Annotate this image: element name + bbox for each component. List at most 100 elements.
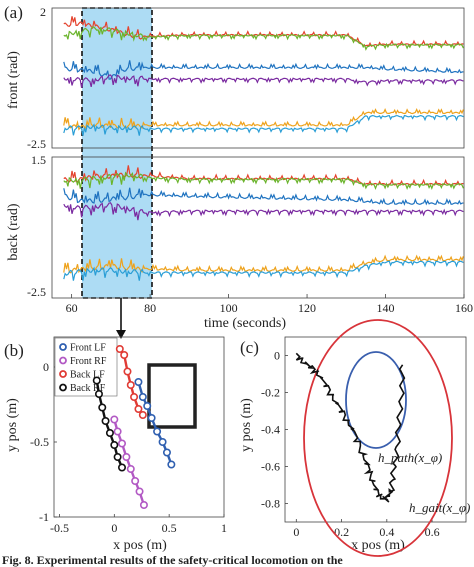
cyan-trace bbox=[63, 114, 464, 136]
front-axes-frame bbox=[51, 7, 465, 149]
footstep-point bbox=[120, 350, 129, 359]
footstep-point bbox=[115, 344, 124, 353]
back-axes-frame bbox=[51, 156, 465, 299]
footstep-point bbox=[101, 416, 110, 425]
panel-b-label: (b) bbox=[4, 341, 24, 360]
footstep-point bbox=[162, 448, 171, 457]
panel-b-xtick-label: -0.5 bbox=[50, 521, 69, 535]
zoom-arrow-head bbox=[116, 330, 126, 339]
footstep-point bbox=[134, 404, 143, 413]
legend: Front LF Front RF Back LF Back RF bbox=[54, 337, 118, 397]
panel-b-xtick-label: 0.5 bbox=[162, 521, 177, 535]
front-ymin-tick: -2.5 bbox=[27, 137, 46, 151]
highlight-region bbox=[82, 8, 152, 298]
panel-c-ytick-label: 0 bbox=[274, 349, 280, 363]
time-axis-label: time (seconds) bbox=[204, 316, 286, 331]
time-tick-label: 160 bbox=[455, 301, 473, 315]
panel-b-axes-frame bbox=[53, 336, 225, 518]
purple-trace bbox=[63, 202, 464, 221]
panel-a: (a) 2 -2.5 front (rad) 1.5 -2.5 back (ra… bbox=[4, 3, 473, 339]
footstep-point bbox=[94, 389, 103, 398]
panel-b-xtick-label: 1 bbox=[221, 521, 227, 535]
panel-b-xlabel: x pos (m) bbox=[113, 538, 167, 553]
legend-label: Front LF bbox=[70, 343, 106, 354]
footstep-point bbox=[105, 428, 114, 437]
legend-marker bbox=[59, 383, 67, 392]
panel-c-xlabel: x pos (m) bbox=[351, 538, 405, 553]
panel-b-ytick-label: -1 bbox=[39, 510, 49, 524]
back-traces bbox=[63, 165, 464, 281]
panel-c: (c) 0 0.2 0.4 0.6 0 -0.2 -0.4 -0.6 -0.8 x pos (m… bbox=[239, 319, 470, 557]
front-traces bbox=[63, 16, 464, 136]
panel-c-xtick-label: 0.2 bbox=[334, 525, 349, 539]
cyan-trace bbox=[63, 260, 464, 281]
footstep-point bbox=[118, 439, 127, 448]
footstep-point bbox=[113, 427, 122, 436]
footstep-point bbox=[134, 377, 143, 386]
panel-b-ticks: -0.5 0 0.5 10-0.5-1 bbox=[30, 360, 227, 535]
footstep-point bbox=[167, 460, 176, 469]
footstep-point bbox=[131, 476, 140, 485]
panel-a-label: (a) bbox=[4, 3, 23, 22]
footstep-point bbox=[138, 410, 147, 419]
gait-barrier-label: h_gait(x_φ) bbox=[409, 500, 470, 515]
legend-label: Back RF bbox=[70, 383, 106, 394]
time-tick-label: 60 bbox=[66, 301, 78, 315]
footstep-point bbox=[147, 413, 156, 422]
panel-c-ticks: 0 0.2 0.4 0.6 0 -0.2 -0.4 -0.6 -0.8 bbox=[261, 349, 440, 540]
panel-b-xtick-label: 0 bbox=[111, 521, 117, 535]
obstacle-rectangle bbox=[147, 363, 197, 429]
back-ylabel: back (rad) bbox=[6, 203, 21, 260]
panel-b-ytick-label: 0 bbox=[43, 360, 49, 374]
time-tick-label: 140 bbox=[377, 301, 395, 315]
path-safety-ellipse bbox=[345, 351, 407, 449]
footstep-point bbox=[158, 437, 167, 446]
panel-c-xtick-label: 0.4 bbox=[379, 525, 394, 539]
panel-c-ytick-label: -0.4 bbox=[261, 423, 280, 437]
blue-trace bbox=[63, 60, 464, 80]
blue-trace bbox=[63, 187, 464, 206]
legend-marker bbox=[59, 343, 67, 351]
green-trace bbox=[63, 26, 464, 51]
footstep-point bbox=[122, 452, 131, 461]
footstep-point bbox=[110, 440, 119, 449]
panel-c-ytick-label: -0.2 bbox=[261, 386, 280, 400]
front-ylabel: front (rad) bbox=[6, 51, 21, 109]
figure-caption: Fig. 8. Experimental results of the safe… bbox=[2, 553, 343, 567]
back-ymax-tick: 1.5 bbox=[31, 153, 46, 167]
panel-b: (b) -0.5 0 0.5 10-0.5-1 x pos (m) y pos (m)… bbox=[4, 336, 227, 553]
legend-label: Back LF bbox=[70, 370, 105, 381]
time-axis-ticks: 60 80 100 120 140 160 bbox=[66, 294, 473, 315]
footstep-point bbox=[118, 463, 127, 472]
panel-c-ylabel: y pos (m) bbox=[239, 398, 254, 452]
com-trajectory bbox=[295, 352, 406, 503]
front-ymax-tick: 2 bbox=[40, 5, 46, 19]
footstep-series bbox=[92, 344, 176, 509]
panel-c-xtick-label: 0 bbox=[293, 525, 299, 539]
footstep-point bbox=[92, 376, 101, 385]
path-barrier-label: h_path(x_φ) bbox=[378, 450, 442, 465]
footstep-point bbox=[135, 487, 144, 496]
orange-trace bbox=[63, 254, 464, 274]
green-trace bbox=[63, 171, 464, 191]
footstep-point bbox=[153, 427, 162, 436]
footstep-point bbox=[143, 401, 152, 410]
gait-safety-ellipse bbox=[303, 319, 453, 557]
time-tick-label: 100 bbox=[220, 301, 238, 315]
time-tick-label: 80 bbox=[144, 301, 156, 315]
time-tick-label: 120 bbox=[298, 301, 316, 315]
panel-c-ytick-label: -0.8 bbox=[261, 497, 280, 511]
back-ymin-tick: -2.5 bbox=[27, 285, 46, 299]
orange-trace bbox=[63, 107, 464, 131]
legend-marker bbox=[59, 356, 67, 365]
footstep-point bbox=[123, 367, 132, 376]
footstep-point bbox=[113, 452, 122, 461]
footstep-point bbox=[139, 500, 148, 509]
footstep-point bbox=[126, 464, 135, 473]
panel-c-label: (c) bbox=[240, 338, 259, 357]
panel-b-ylabel: y pos (m) bbox=[5, 398, 20, 452]
footstep-point bbox=[98, 403, 107, 412]
legend-label: Front RF bbox=[70, 356, 107, 367]
legend-marker bbox=[59, 370, 67, 378]
panel-c-xtick-label: 0.6 bbox=[425, 525, 440, 539]
